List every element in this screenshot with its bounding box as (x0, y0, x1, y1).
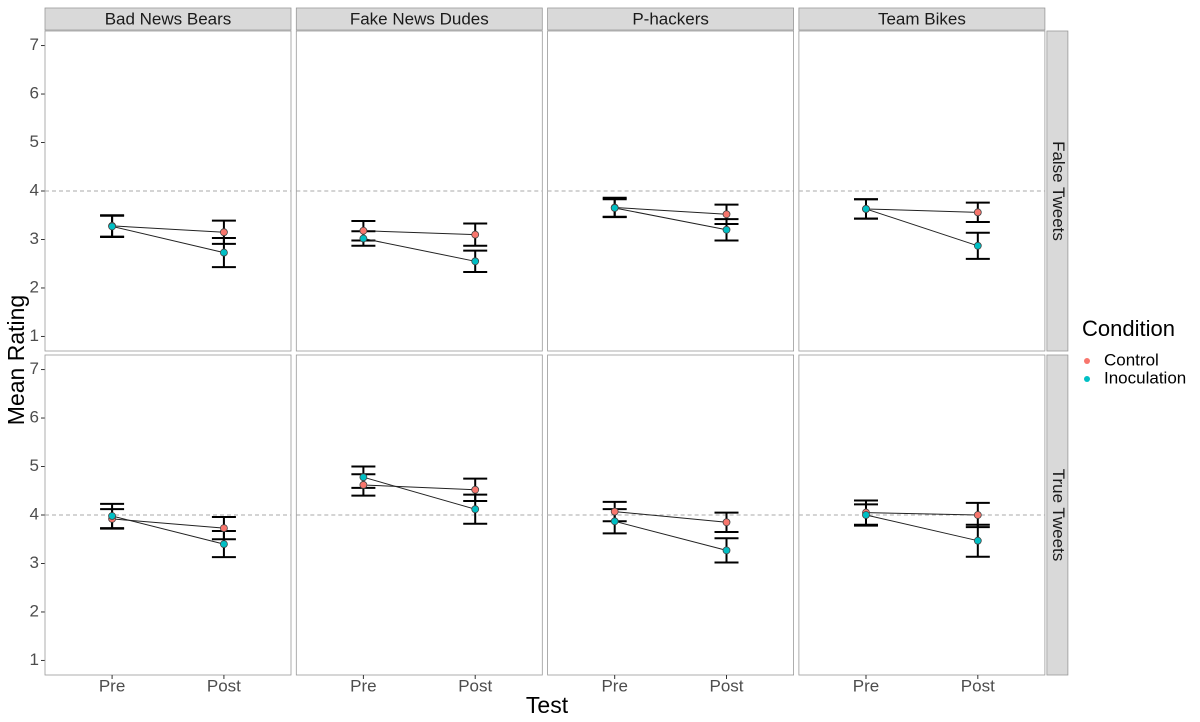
y-tick-label: 3 (30, 229, 39, 248)
line (112, 225, 224, 233)
point (359, 481, 368, 489)
strip (798, 7, 1046, 31)
y-tick-label: 4 (30, 504, 39, 523)
x-tick-label: Post (458, 676, 492, 695)
line (363, 238, 476, 262)
x-tick-label: Pre (350, 676, 376, 695)
point (471, 230, 480, 239)
point (610, 204, 619, 212)
y-tick-label: 3 (30, 553, 39, 572)
y-tick-label: 5 (30, 132, 39, 151)
point (722, 518, 731, 527)
line (865, 512, 978, 516)
x-tick-label: Pre (601, 676, 627, 695)
point (108, 512, 116, 520)
strip-label: P-hackers (632, 9, 709, 28)
point (973, 536, 982, 545)
point (359, 473, 368, 482)
y-tick-label: 7 (30, 359, 39, 378)
strip-label: Bad News Bears (105, 9, 232, 28)
x-tick-label: Post (709, 676, 743, 695)
line (614, 520, 727, 551)
point (359, 234, 368, 243)
point (973, 208, 982, 217)
line (363, 484, 476, 491)
line (111, 515, 225, 545)
strip-label: True Tweets (1049, 469, 1068, 562)
y-tick-label: 5 (30, 456, 39, 475)
legend-swatch (1084, 376, 1090, 382)
strip-label: Team Bikes (878, 9, 966, 28)
strip-label: Fake News Dudes (350, 9, 489, 28)
point (862, 511, 870, 519)
point (610, 507, 619, 516)
legend-label: Control (1104, 350, 1159, 369)
point (471, 505, 480, 514)
x-tick-label: Post (207, 676, 241, 695)
line (614, 206, 727, 215)
point (108, 222, 116, 231)
point (220, 248, 228, 257)
point (220, 228, 228, 237)
y-tick-label: 2 (30, 601, 39, 620)
x-tick-label: Post (961, 676, 995, 695)
point (722, 210, 731, 219)
strip (1046, 354, 1069, 676)
legend-label: Inoculation (1104, 368, 1186, 387)
line (865, 208, 978, 213)
point (862, 205, 870, 213)
line (614, 207, 727, 231)
y-axis-label: Mean Rating (3, 295, 29, 425)
x-tick-label: Pre (853, 676, 879, 695)
x-axis-label: Test (526, 692, 569, 718)
point (471, 485, 480, 494)
legend-swatch (1084, 358, 1090, 364)
x-tick-label: Pre (99, 676, 125, 695)
point (973, 511, 982, 519)
strip-label: False Tweets (1049, 141, 1068, 241)
strip (44, 7, 292, 31)
point (220, 524, 228, 532)
legend-title: Condition (1082, 316, 1175, 341)
strip (547, 7, 794, 31)
line (111, 225, 225, 254)
point (359, 226, 368, 235)
line (363, 230, 476, 236)
y-tick-label: 1 (30, 326, 39, 345)
point (610, 517, 619, 526)
y-tick-label: 1 (30, 650, 39, 669)
strip (1046, 30, 1069, 352)
point (973, 241, 982, 250)
point (722, 225, 731, 234)
strip (295, 7, 543, 31)
point (471, 257, 480, 266)
y-tick-label: 4 (30, 180, 39, 199)
point (220, 540, 228, 548)
y-tick-label: 7 (30, 35, 39, 54)
line (363, 476, 476, 510)
line (865, 514, 978, 542)
y-tick-label: 6 (30, 408, 39, 427)
line (865, 208, 978, 247)
y-tick-label: 2 (30, 277, 39, 296)
point (722, 546, 731, 555)
y-tick-label: 6 (30, 84, 39, 103)
line (614, 511, 727, 523)
